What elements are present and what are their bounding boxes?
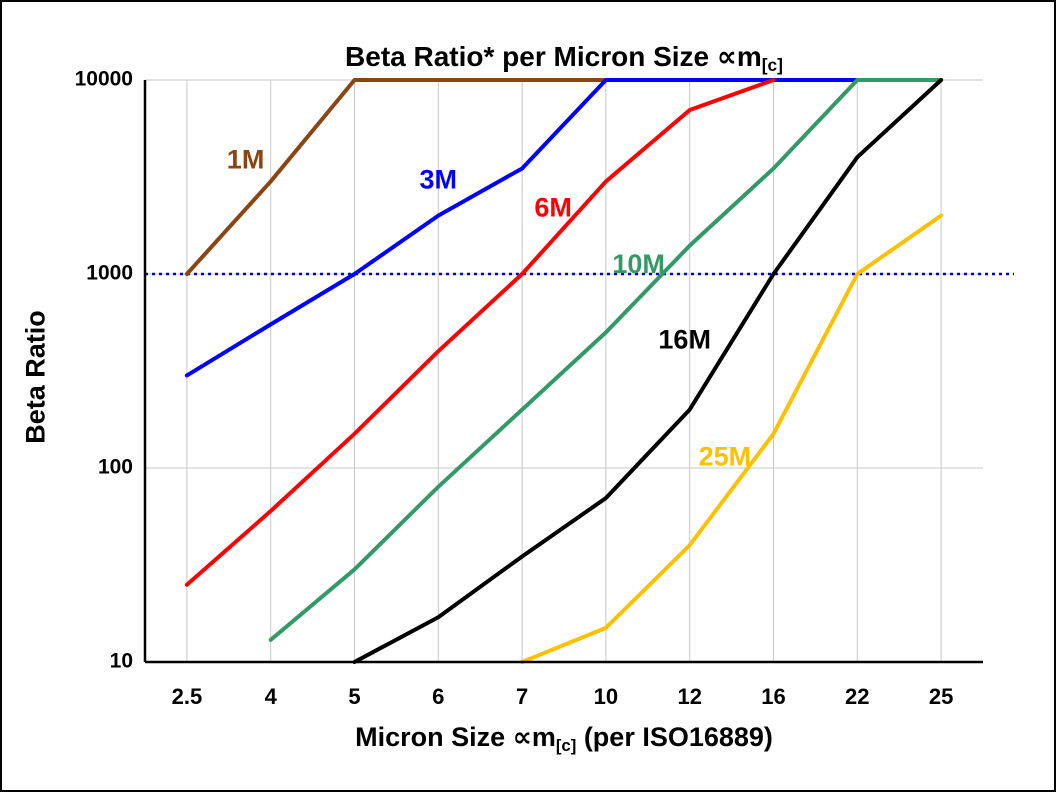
x-tick-label: 25 [929,684,953,709]
x-tick-label: 4 [265,684,278,709]
x-tick-label: 7 [516,684,528,709]
series-line-16M [352,78,944,664]
series-label-16M: 16M [658,324,711,354]
chart-title-subscript: [c] [761,55,783,76]
x-tick-label: 16 [761,684,785,709]
x-tick-label: 10 [594,684,618,709]
x-axis-title-text: Micron Size [355,722,513,752]
y-tick-label: 10 [110,650,133,673]
series-line-10M [268,78,944,642]
x-tick-label: 12 [677,684,701,709]
series-label-1M: 1M [227,145,265,175]
chart-title: Beta Ratio* per Micron Size ∝m[c] [145,40,983,76]
x-tick-label: 5 [348,684,360,709]
series-label-25M: 25M [699,442,752,472]
x-axis-title: Micron Size ∝m[c] (per ISO16889) [145,722,983,756]
x-axis-title-symbol: ∝m [512,722,556,752]
y-tick-label: 1000 [86,262,133,285]
y-tick-label: 10000 [75,68,133,91]
series-label-6M: 6M [534,193,572,223]
x-axis-title-subscript: [c] [555,736,577,756]
series-label-10M: 10M [612,249,665,279]
series-label-3M: 3M [420,165,458,195]
chart-title-symbol: ∝m [716,41,762,72]
series-line-1M [184,78,608,276]
series-line-25M [520,213,944,664]
x-tick-label: 22 [845,684,869,709]
chart-title-text: Beta Ratio* per Micron Size [345,41,717,72]
y-axis-title: Beta Ratio [20,310,51,444]
x-tick-label: 6 [432,684,444,709]
y-tick-label: 100 [98,456,133,479]
series-line-6M [184,78,776,587]
series-line-3M [184,78,860,378]
x-axis-title-suffix: (per ISO16889) [576,722,773,752]
x-tick-label: 2.5 [172,684,203,709]
